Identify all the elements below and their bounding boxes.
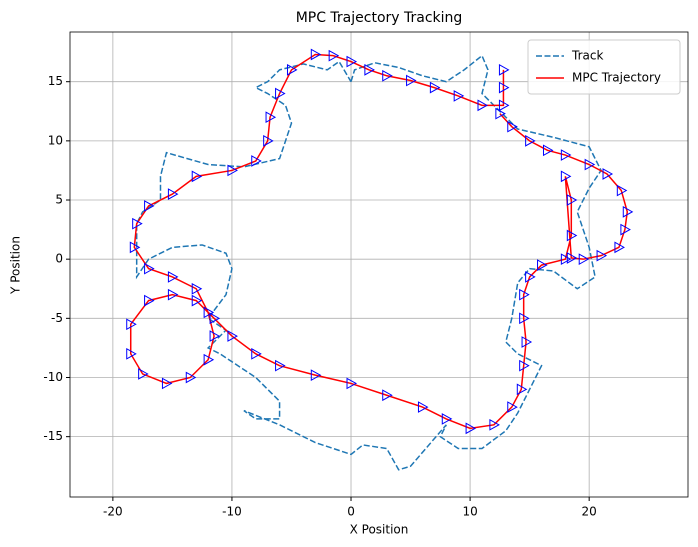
marker [364, 64, 375, 76]
marker [310, 48, 322, 61]
x-tick-label: 10 [462, 505, 477, 519]
marker [328, 49, 340, 62]
marker [560, 170, 572, 183]
marker [132, 217, 143, 230]
marker [144, 262, 155, 275]
marker [382, 389, 393, 402]
marker [185, 371, 197, 384]
marker [616, 184, 628, 197]
marker [382, 69, 393, 82]
marker [542, 144, 554, 157]
marker [519, 288, 530, 301]
marker [138, 368, 149, 380]
marker [441, 413, 453, 425]
marker [537, 259, 548, 271]
marker [129, 241, 141, 254]
marker [507, 120, 518, 133]
marker [209, 330, 221, 342]
marker [126, 318, 137, 331]
marker [516, 383, 528, 396]
marker [465, 422, 477, 435]
marker [495, 107, 506, 120]
marker [203, 353, 215, 366]
marker [126, 347, 137, 360]
marker [191, 170, 203, 183]
marker [191, 294, 203, 307]
y-tick-label: 15 [48, 74, 63, 88]
marker [560, 149, 572, 161]
marker [525, 135, 536, 147]
marker [498, 64, 510, 76]
marker [620, 223, 631, 236]
y-axis-label: Y Position [9, 236, 23, 295]
marker [602, 168, 614, 180]
y-tick-label: -10 [43, 370, 63, 384]
marker [161, 377, 173, 390]
marker [144, 294, 155, 307]
marker [227, 164, 238, 177]
marker [453, 90, 465, 102]
marker [191, 282, 203, 295]
marker [521, 336, 533, 348]
marker [519, 359, 530, 372]
marker [406, 74, 417, 87]
marker [578, 253, 590, 266]
marker [596, 249, 608, 262]
x-tick-label: 0 [347, 505, 355, 519]
x-tick-label: -20 [103, 505, 123, 519]
marker [566, 194, 578, 206]
marker [498, 81, 510, 94]
marker [203, 306, 215, 319]
series-line [135, 54, 602, 471]
marker [346, 377, 358, 390]
marker [489, 418, 500, 431]
x-tick-label: 20 [582, 505, 597, 519]
marker [622, 205, 634, 218]
marker [251, 155, 262, 167]
marker [519, 312, 530, 325]
marker [286, 64, 298, 76]
marker [310, 369, 322, 381]
legend-label: MPC Trajectory [572, 71, 661, 85]
marker [209, 312, 221, 325]
legend-box [527, 39, 681, 95]
marker [265, 111, 277, 124]
marker [429, 81, 441, 94]
marker [584, 158, 596, 171]
y-tick-label: -5 [51, 311, 63, 325]
marker [507, 401, 518, 413]
chart-title: MPC Trajectory Tracking [296, 10, 463, 26]
plot-frame [69, 31, 689, 498]
x-axis-label: X Position [350, 523, 409, 537]
marker [275, 87, 286, 100]
marker [346, 55, 358, 68]
marker [144, 200, 155, 212]
marker [560, 253, 572, 266]
legend-label: Track [571, 49, 603, 63]
y-tick-label: 5 [55, 193, 63, 207]
marker [614, 241, 625, 254]
marker [275, 359, 286, 372]
marker [167, 188, 179, 200]
marker [417, 401, 429, 413]
marker [477, 99, 489, 112]
series-line [129, 53, 629, 430]
marker [251, 347, 262, 360]
marker [566, 229, 578, 242]
marker [498, 99, 510, 112]
marker [167, 288, 179, 301]
marker [227, 330, 238, 342]
marker [566, 252, 578, 264]
y-tick-label: 0 [55, 252, 63, 266]
y-tick-label: 10 [48, 133, 63, 147]
marker [525, 271, 536, 283]
y-tick-label: -15 [43, 429, 63, 443]
x-tick-label: -10 [222, 505, 242, 519]
marker [167, 271, 179, 283]
marker [263, 135, 274, 147]
